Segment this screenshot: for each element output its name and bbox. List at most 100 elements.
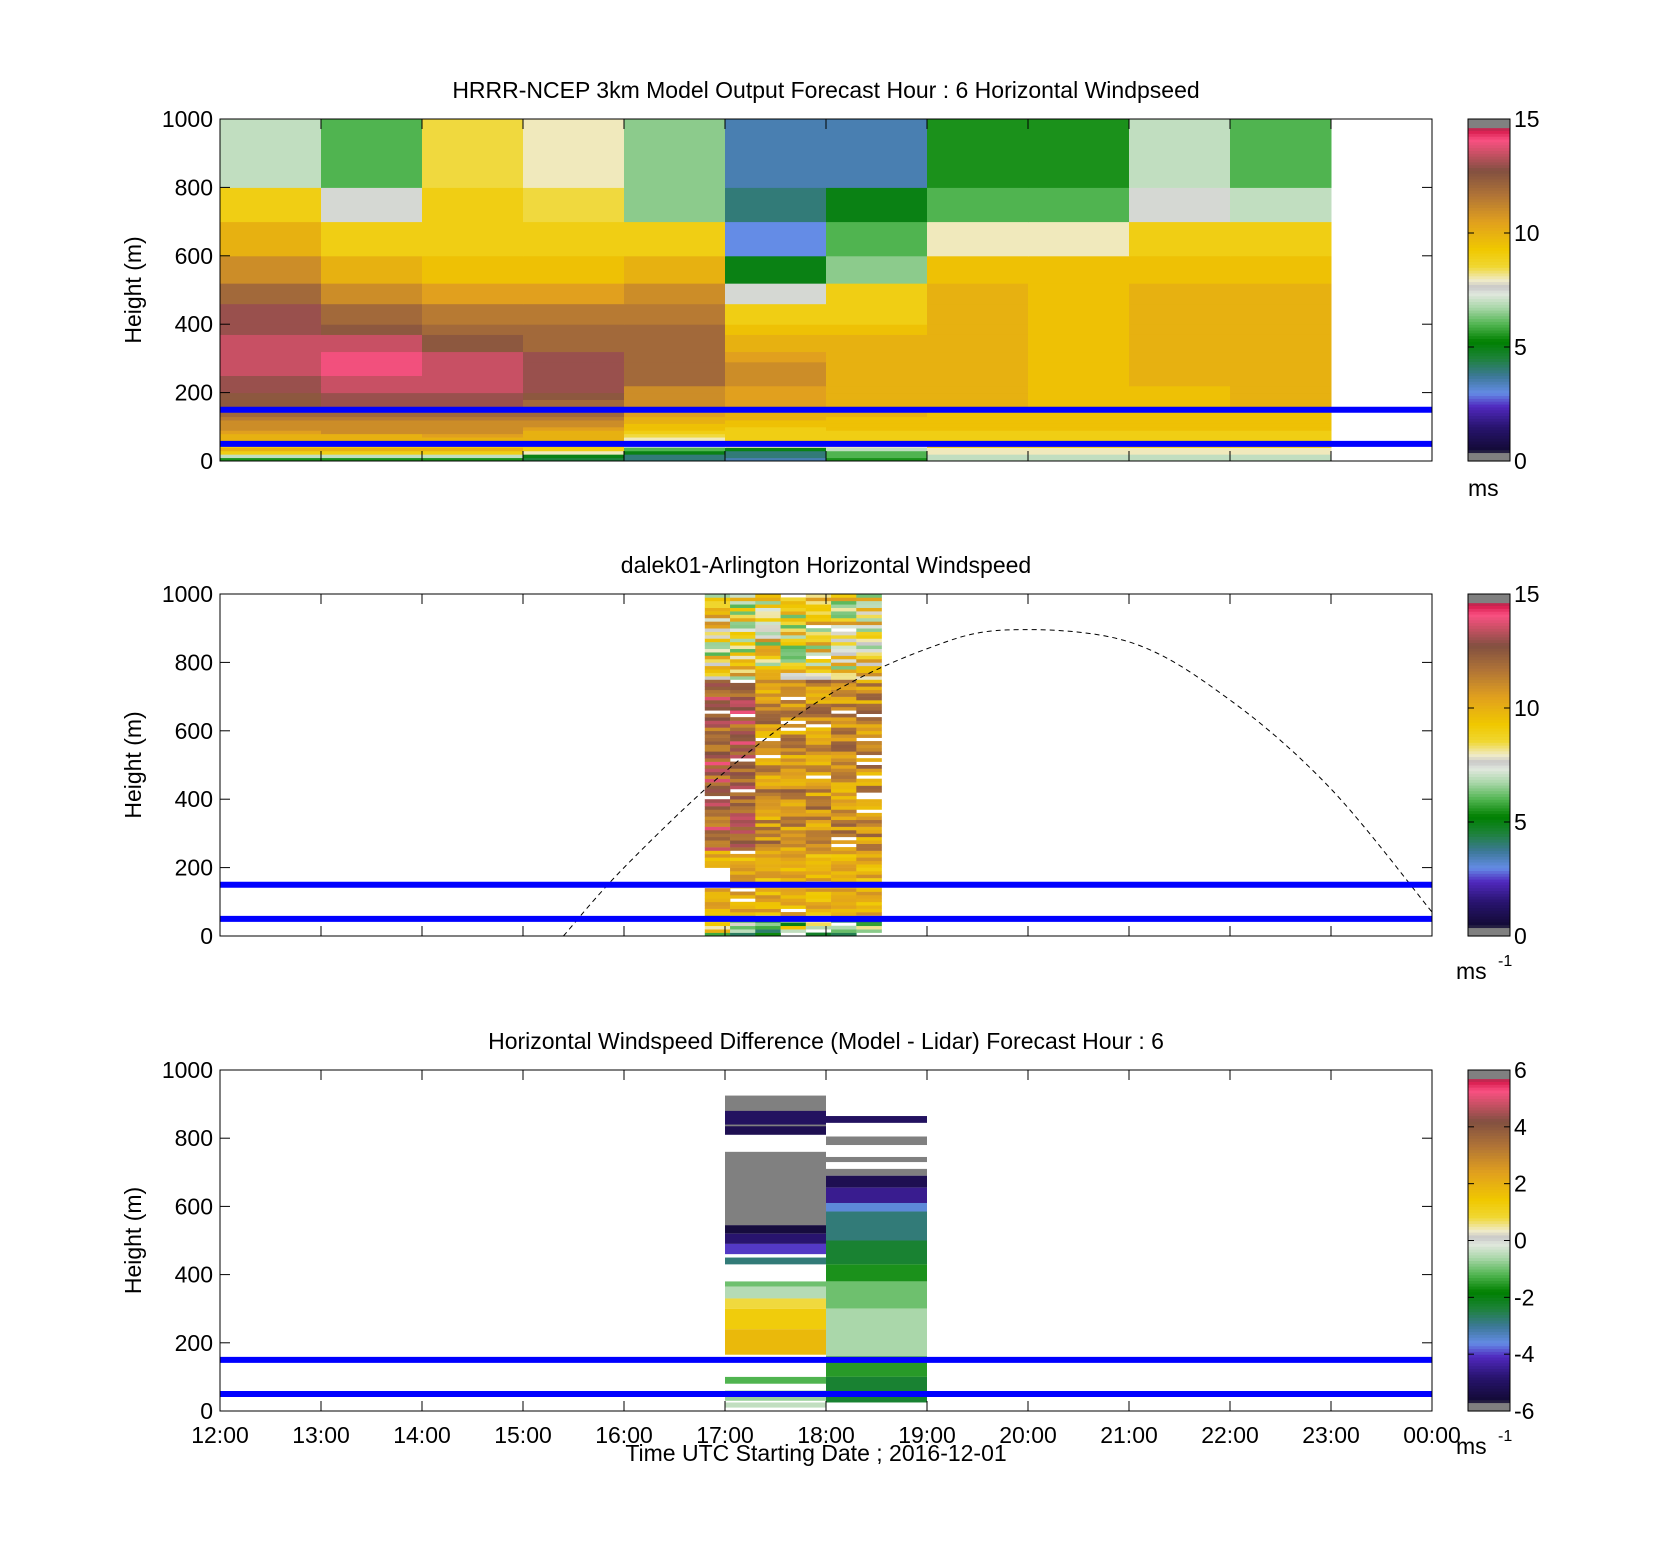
- lidar-cell: [730, 700, 756, 704]
- lidar-cell: [856, 597, 882, 602]
- colorbar-tick-label: 0: [1514, 1228, 1527, 1254]
- lidar-cell: [831, 700, 857, 704]
- colorbar-swatch: [1468, 619, 1510, 624]
- heatmap-cell: [826, 413, 928, 418]
- lidar-cell: [856, 686, 882, 691]
- heatmap-cell: [1230, 334, 1332, 353]
- lidar-cell: [831, 727, 857, 732]
- heatmap-cell: [1129, 187, 1231, 223]
- heatmap-cell: [1230, 385, 1332, 394]
- lidar-cell: [704, 932, 731, 937]
- lidar-cell: [704, 754, 731, 759]
- heatmap-cell: [321, 221, 423, 257]
- colorbar-swatch: [1468, 1268, 1510, 1273]
- lidar-cell: [704, 771, 731, 776]
- colorbar-swatch: [1468, 611, 1510, 615]
- lidar-cell: [730, 621, 756, 626]
- lidar-cell: [856, 819, 882, 824]
- heatmap-cell: [624, 351, 726, 363]
- lidar-cell: [856, 860, 882, 865]
- heatmap-cell: [523, 119, 625, 188]
- y-axis-label: Height (m): [120, 1187, 146, 1294]
- heatmap-cell: [927, 437, 1029, 441]
- colorbar-swatch: [1468, 696, 1510, 701]
- lidar-cell: [831, 775, 857, 779]
- lidar-cell: [780, 768, 807, 773]
- lidar-cell: [780, 635, 807, 639]
- y-tick-label: 1000: [162, 1057, 213, 1083]
- heatmap-cell: [220, 447, 322, 452]
- heatmap-cell: [927, 454, 1029, 459]
- colorbar-swatch: [1468, 1129, 1510, 1134]
- lidar-cell: [755, 700, 781, 704]
- lidar-cell: [805, 741, 832, 745]
- lidar-cell: [730, 604, 756, 608]
- heatmap-cell: [1028, 416, 1130, 421]
- lidar-cell: [856, 611, 882, 615]
- heatmap-cell: [422, 447, 524, 452]
- colorbar-swatch: [1468, 1195, 1510, 1199]
- heatmap-cell: [624, 413, 726, 418]
- colorbar-swatch: [1468, 1183, 1510, 1188]
- heatmap-cell: [725, 437, 827, 441]
- lidar-cell: [831, 758, 857, 762]
- lidar-cell: [805, 686, 832, 691]
- colorbar-swatch: [1468, 898, 1510, 903]
- colorbar-swatch: [1468, 264, 1510, 268]
- lidar-cell: [831, 706, 857, 711]
- lidar-cell: [856, 765, 882, 769]
- lidar-cell: [730, 894, 756, 899]
- heatmap-cell: [1230, 413, 1332, 418]
- lidar-cell: [856, 672, 882, 677]
- lidar-cell: [730, 723, 756, 728]
- lidar-cell: [755, 829, 781, 834]
- lidar-cell: [805, 812, 832, 817]
- colorbar-swatch: [1468, 833, 1510, 837]
- heatmap-cell: [1230, 221, 1332, 257]
- colorbar-swatch: [1468, 1177, 1510, 1182]
- heatmap-cell: [523, 426, 625, 431]
- heatmap-cell: [523, 402, 625, 407]
- lidar-cell: [704, 652, 731, 656]
- colorbar-swatch: [1468, 1328, 1510, 1333]
- colorbar-swatch: [1468, 699, 1510, 703]
- colorbar: -6 -4 -2 0 2 4 6 ms -1: [1456, 1057, 1535, 1459]
- lidar-cell: [780, 682, 807, 687]
- colorbar-swatch: [1468, 1214, 1510, 1219]
- heatmap-cell: [220, 413, 322, 418]
- lidar-cell: [755, 871, 781, 875]
- colorbar-swatch: [1468, 1121, 1510, 1125]
- lidar-cell: [805, 932, 832, 937]
- lidar-cell: [704, 908, 731, 913]
- lidar-cell: [831, 908, 857, 913]
- difference-band: [725, 1126, 826, 1135]
- lidar-cell: [856, 799, 882, 803]
- lidar-cell: [805, 754, 832, 759]
- colorbar-swatch: [1468, 910, 1510, 914]
- colorbar-swatch: [1468, 141, 1510, 146]
- lidar-cell: [805, 665, 832, 670]
- lidar-cell: [755, 747, 781, 752]
- heatmap-cell: [624, 437, 726, 441]
- heatmap-cell: [1028, 430, 1130, 435]
- lidar-cell: [704, 672, 731, 677]
- lidar-cell: [856, 847, 882, 851]
- lidar-cell: [805, 744, 832, 749]
- colorbar-swatch: [1468, 252, 1510, 257]
- lidar-cell: [780, 833, 807, 838]
- lidar-cell: [730, 799, 756, 803]
- heatmap-cell: [220, 450, 322, 455]
- heatmap-cell: [725, 402, 827, 407]
- lidar-cell: [755, 730, 781, 735]
- lidar-cell: [805, 823, 832, 827]
- colorbar-swatch: [1468, 329, 1510, 334]
- lidar-cell: [755, 604, 781, 608]
- lidar-cell: [856, 871, 882, 875]
- colorbar-swatch: [1468, 312, 1510, 317]
- lidar-cell: [704, 761, 731, 766]
- colorbar-swatch: [1468, 275, 1510, 280]
- lidar-cell: [755, 597, 781, 602]
- lidar-cell: [805, 652, 832, 656]
- heatmap-cell: [523, 324, 625, 335]
- lidar-cell: [730, 857, 756, 862]
